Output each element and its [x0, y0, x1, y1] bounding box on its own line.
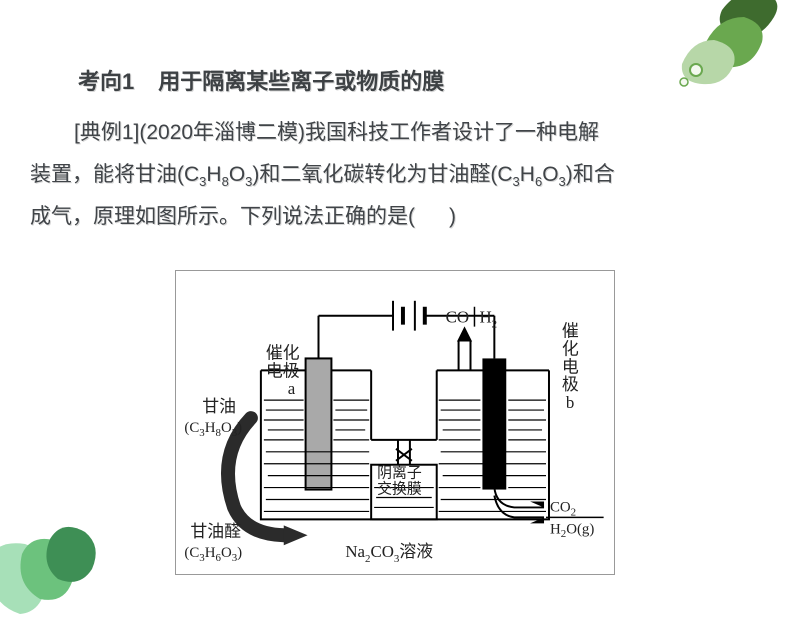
- text-content: 考向1 用于隔离某些离子或物质的膜 [典例1](2020年淄博二模)我国科技工作者…: [30, 60, 764, 238]
- label-h2: H2: [479, 308, 497, 331]
- label-solution: Na2CO3溶液: [345, 542, 433, 565]
- heading: 考向1 用于隔离某些离子或物质的膜: [78, 60, 764, 104]
- label-glycerol: 甘油: [202, 397, 236, 416]
- label-glycerol-formula: (C3H8O3): [184, 420, 242, 439]
- p-line1: [典例1](2020年淄博二模)我国科技工作者设计了一种电解: [74, 121, 599, 144]
- paragraph: [典例1](2020年淄博二模)我国科技工作者设计了一种电解 装置，能将甘油(C…: [30, 112, 764, 238]
- electrode-a: [306, 358, 332, 489]
- p-line2a: 装置，能将甘油(C: [30, 163, 199, 186]
- label-electrode-b: 催 化 电 极 b: [562, 322, 583, 413]
- label-h2o: H2O(g): [550, 521, 594, 540]
- label-glyceraldehyde-formula: (C3H6O3): [184, 545, 242, 564]
- label-electrode-a: 催化 电极 a: [266, 343, 304, 398]
- label-membrane: 阴离子 交换膜: [377, 465, 425, 498]
- leaf-decor-bottom: [0, 484, 110, 634]
- heading-title: 用于隔离某些离子或物质的膜: [158, 69, 444, 94]
- diagram: CO H2 催化 电极 a 催 化 电 极 b 甘油 (C3H8O3) 甘油醛 …: [175, 270, 615, 575]
- label-co2: CO2: [550, 499, 576, 518]
- label-co: CO: [446, 308, 469, 327]
- heading-prefix: 考向1: [78, 69, 134, 94]
- electrode-b: [482, 358, 506, 489]
- label-glyceraldehyde: 甘油醛: [190, 522, 241, 541]
- p-line3a: 成气，原理如图所示。下列说法正确的是(: [30, 205, 415, 228]
